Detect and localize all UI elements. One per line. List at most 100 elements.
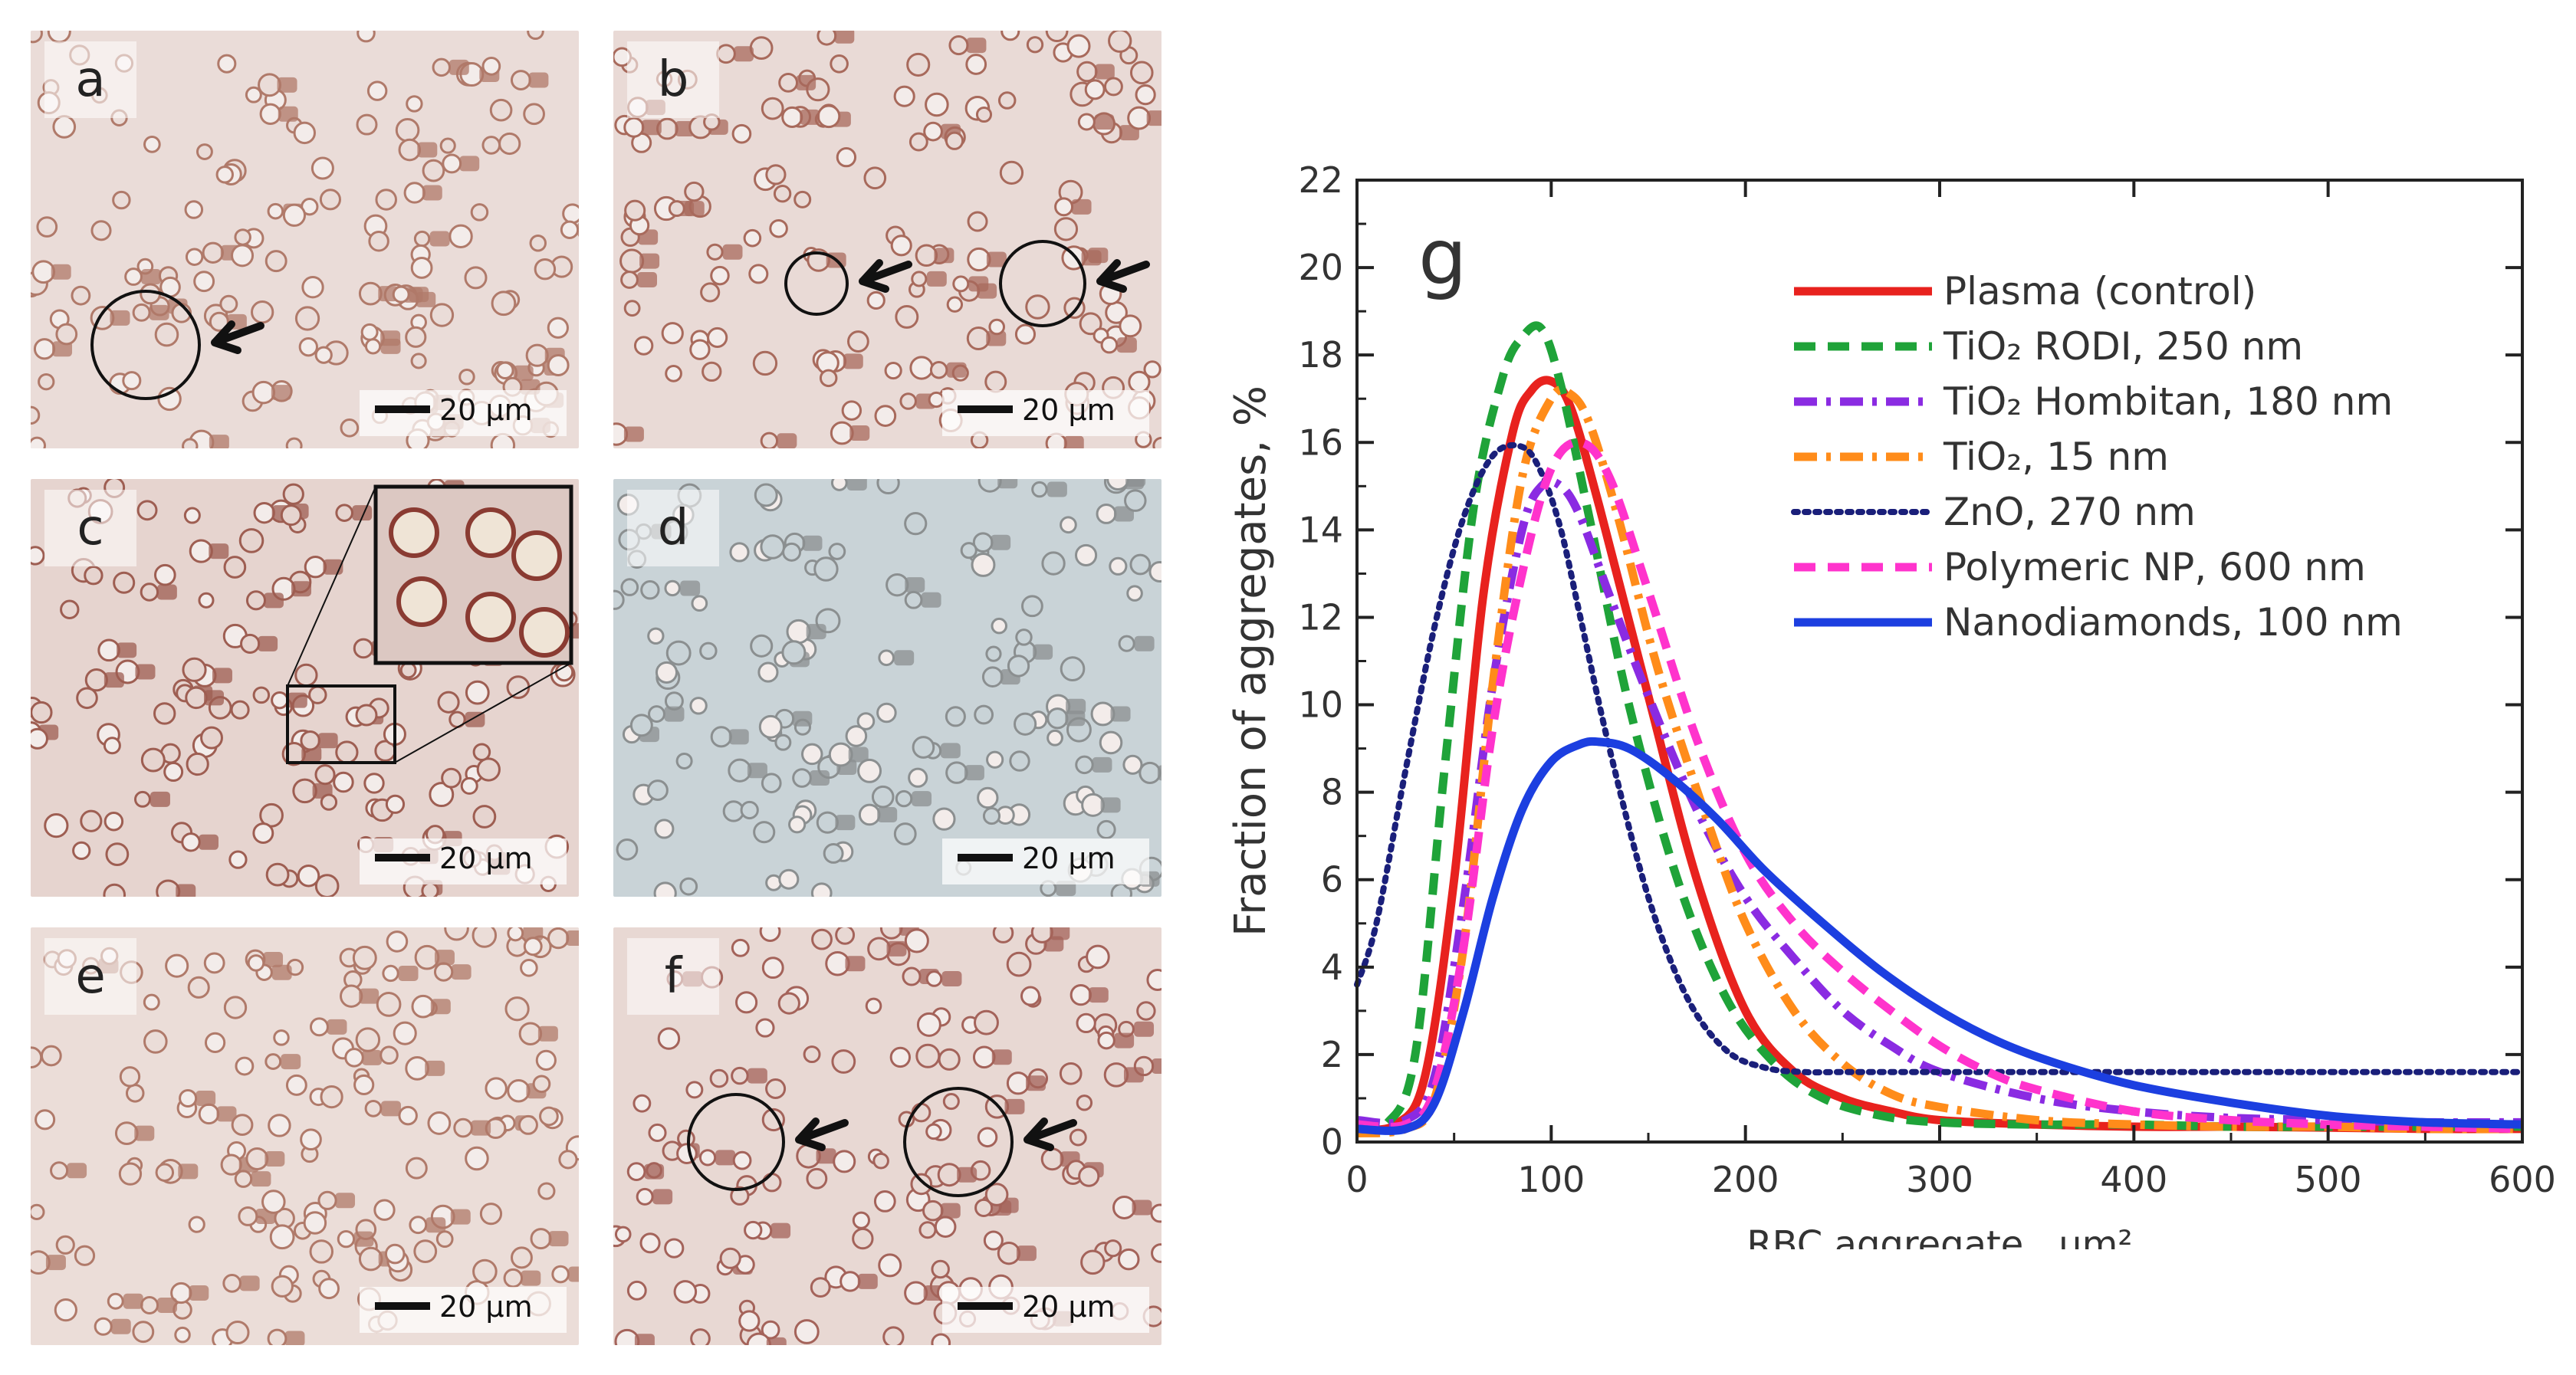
cell [636,1187,654,1206]
rouleaux-stack [287,692,307,708]
rouleaux-stack [537,1026,558,1042]
cell [202,241,224,264]
cell [813,556,839,582]
scale-bar-line [375,1302,430,1310]
rouleaux-stack [800,109,820,125]
cell [1104,1239,1122,1258]
cell [1075,755,1094,775]
cell [831,1049,856,1074]
cell [788,815,807,834]
cell [403,182,426,204]
micrograph-panel-d: d 20 µm [613,479,1162,897]
cell [1053,217,1079,241]
cell [1103,77,1123,97]
cell [411,994,435,1019]
cell [925,970,943,987]
cell [661,322,684,345]
cell [1124,489,1147,512]
cell [639,1232,661,1254]
cell [437,691,460,714]
cell [547,317,569,339]
rouleaux-stack [471,1120,491,1136]
y-tick-label: 10 [1298,684,1343,726]
cell [614,1226,632,1243]
cell [382,964,399,983]
cell [999,160,1024,185]
inset-cell [396,576,447,627]
panel-letter: f [627,938,719,1015]
inset-cell [465,592,516,642]
rouleaux-stack [568,1266,579,1282]
y-axis-label: Fraction of aggregates, % [1226,386,1276,937]
cell [223,996,248,1019]
cell [465,680,490,705]
cell [433,962,454,982]
cell [31,701,53,724]
rouleaux-stack [548,1231,569,1247]
cell [945,761,968,784]
cell [413,1239,438,1264]
rouleaux-stack [176,884,196,897]
rouleaux-stack [634,1334,655,1345]
cell [893,85,915,107]
cell [534,258,557,281]
scale-bar: 20 µm [942,1287,1149,1333]
x-tick-label: 500 [2295,1159,2362,1200]
cell [760,534,785,560]
cell [217,54,237,74]
rouleaux-stack [766,1337,787,1345]
cell [876,479,900,495]
cell [977,1127,998,1148]
cell [731,123,752,144]
x-tick-label: 0 [1346,1159,1368,1200]
cell [878,1253,902,1278]
cell [810,882,833,897]
cell [251,380,276,405]
cell [215,166,234,184]
cell [769,218,788,238]
x-tick-label: 100 [1517,1159,1585,1200]
cell [317,1190,337,1210]
cell [309,1017,329,1037]
cell [925,92,949,117]
inset-cell [519,607,570,658]
cell [472,743,491,762]
cell [399,661,417,679]
cell [1059,1062,1083,1085]
cell [114,1121,139,1145]
cell [252,686,271,704]
cell [1148,560,1162,583]
cell [476,757,501,782]
cell [991,617,1007,635]
cell [189,539,213,563]
cell [909,132,928,152]
cell [858,803,881,826]
rouleaux-stack [149,304,169,320]
cell [435,1230,454,1249]
cell [835,927,856,945]
cell [971,553,996,577]
cell [267,1328,288,1345]
cell [997,91,1017,110]
cell [946,296,964,313]
legend-label-6: Polymeric NP, 600 nm [1944,545,2366,589]
cell [179,1088,198,1108]
cell [182,438,199,448]
cell [479,1203,503,1226]
cell [297,864,320,888]
cell [309,1239,334,1264]
cell [992,927,1014,943]
cell [269,1224,295,1250]
rouleaux-stack [335,1193,356,1209]
cell [405,1157,428,1180]
cell [273,1029,290,1046]
cell [632,1094,652,1113]
cell [547,354,570,376]
cell [934,1216,957,1238]
cell [761,1108,785,1132]
cell [1129,553,1152,576]
rouleaux-stack [680,580,701,596]
cell [442,153,462,174]
cell [857,758,882,783]
cell [375,189,397,211]
